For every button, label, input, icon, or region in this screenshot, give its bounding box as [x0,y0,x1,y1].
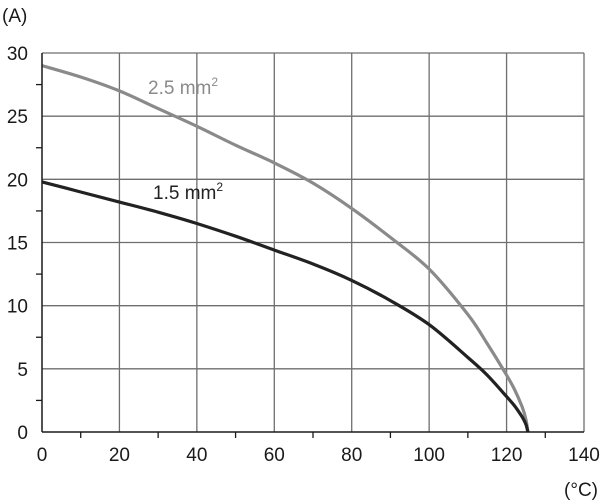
minor-ticks [36,83,546,438]
y-tick-labels: 0 5 10 15 20 25 30 [7,44,28,444]
x-tick-label-120: 120 [491,445,523,466]
x-tick-label-80: 80 [341,445,362,466]
series-line-1 [41,64,530,433]
x-tick-label-0: 0 [37,445,48,466]
series-label-text: 1.5 mm [153,183,216,204]
y-tick-label-5: 5 [17,360,28,381]
y-tick-label-25: 25 [7,107,28,128]
grid [42,52,585,432]
x-tick-label-100: 100 [413,445,445,466]
series-label-2: 1.5 mm2 [153,180,223,204]
x-tick-labels: 0 20 40 60 80 100 120 140 [37,445,600,466]
y-tick-label-15: 15 [7,234,28,255]
y-tick-label-10: 10 [7,297,28,318]
y-axis-label: (A) [2,6,27,27]
x-tick-label-40: 40 [186,445,207,466]
series-line-2 [41,180,530,433]
series-label-superscript: 2 [211,75,218,89]
series-label-1: 2.5 mm2 [148,75,218,99]
x-tick-label-140: 140 [568,445,600,466]
y-tick-label-0: 0 [17,423,28,444]
series-layer [41,64,530,433]
x-axis-label: (°C) [564,480,598,501]
series-label-text: 2.5 mm [148,78,211,99]
y-tick-label-20: 20 [7,170,28,191]
series-label-superscript: 2 [216,180,223,194]
y-tick-label-30: 30 [7,44,28,65]
axes [41,53,584,433]
x-tick-label-60: 60 [264,445,285,466]
x-tick-label-20: 20 [109,445,130,466]
